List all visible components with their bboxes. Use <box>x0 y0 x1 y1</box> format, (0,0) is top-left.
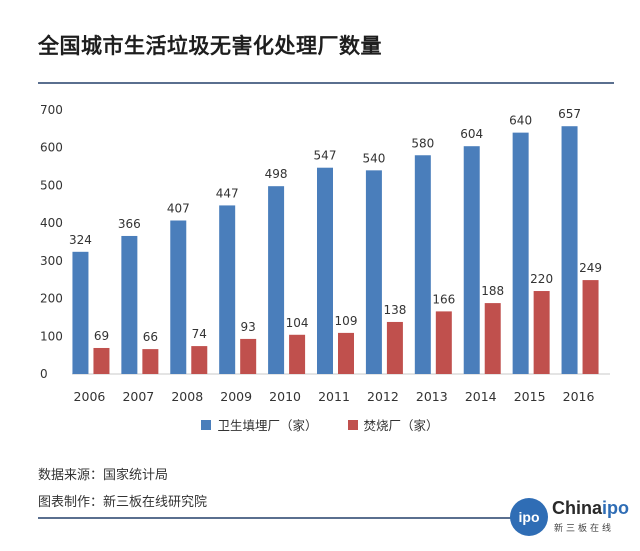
data-label-incineration: 249 <box>579 261 602 275</box>
footer-divider <box>38 517 528 519</box>
y-tick-label: 400 <box>40 216 63 230</box>
data-label-incineration: 104 <box>286 316 309 330</box>
data-source: 数据来源：国家统计局 <box>38 468 169 483</box>
x-tick-label: 2008 <box>171 389 203 404</box>
chinaipo-logo: ipo Chinaipo 新三板在线 <box>510 496 629 540</box>
data-label-landfill: 540 <box>362 151 385 165</box>
legend-item-landfill: 卫生填埋厂（家） <box>201 415 318 434</box>
bar-incineration <box>435 311 452 374</box>
data-label-incineration: 138 <box>383 303 406 317</box>
chart-credit: 图表制作：新三板在线研究院 <box>38 495 208 510</box>
data-label-incineration: 109 <box>335 314 358 328</box>
y-tick-label: 0 <box>40 367 48 381</box>
y-tick-label: 600 <box>40 141 63 155</box>
legend-item-incineration: 焚烧厂（家） <box>347 415 439 434</box>
data-label-landfill: 324 <box>69 233 92 247</box>
bar-landfill <box>512 132 529 374</box>
bar-landfill <box>365 170 382 374</box>
bar-incineration <box>484 303 501 374</box>
bar-incineration <box>338 332 354 374</box>
data-label-landfill: 640 <box>509 114 532 128</box>
logo-subtitle: 新三板在线 <box>554 524 615 534</box>
x-tick-label: 2015 <box>514 389 546 404</box>
bar-incineration <box>386 321 403 374</box>
y-tick-label: 300 <box>40 254 63 268</box>
data-label-incineration: 220 <box>530 272 553 286</box>
bar-incineration <box>191 346 208 374</box>
bar-landfill <box>72 251 89 374</box>
bar-incineration <box>533 291 550 374</box>
x-tick-label: 2012 <box>367 389 399 404</box>
x-tick-label: 2014 <box>465 389 497 404</box>
chart-title: 全国城市生活垃圾无害化处理厂数量 <box>38 34 382 58</box>
bar-incineration <box>582 280 599 374</box>
bar-incineration <box>289 334 306 374</box>
bar-landfill <box>561 126 578 375</box>
data-label-landfill: 657 <box>558 107 581 121</box>
bar-incineration <box>93 347 110 374</box>
x-tick-label: 2007 <box>122 389 154 404</box>
data-label-landfill: 580 <box>411 136 434 150</box>
logo-wordmark: Chinaipo <box>552 498 630 518</box>
legend-swatch-landfill <box>201 419 212 430</box>
data-label-landfill: 447 <box>216 186 239 200</box>
data-label-incineration: 166 <box>432 292 455 306</box>
legend-label-landfill: 卫生填埋厂（家） <box>217 418 318 433</box>
bar-chart: 0 100 200 300 400 500 600 700 324 69 2006 366 66 2007… <box>40 103 610 404</box>
data-label-landfill: 547 <box>314 149 337 163</box>
x-tick-label: 2011 <box>318 389 350 404</box>
data-label-incineration: 74 <box>192 327 207 341</box>
logo-badge: ipo <box>510 498 548 536</box>
bar-incineration <box>142 349 159 374</box>
y-tick-label: 700 <box>40 103 63 117</box>
data-label-landfill: 498 <box>265 167 288 181</box>
legend: 卫生填埋厂（家） 焚烧厂（家） <box>0 415 640 434</box>
y-tick-label: 500 <box>40 178 63 192</box>
x-tick-label: 2016 <box>563 389 595 404</box>
data-label-incineration: 188 <box>481 284 504 298</box>
y-tick-label: 200 <box>40 292 63 306</box>
title-divider <box>38 82 614 84</box>
bar-landfill <box>219 205 236 374</box>
bar-landfill <box>170 220 187 374</box>
data-label-incineration: 93 <box>241 320 256 334</box>
data-label-landfill: 407 <box>167 202 190 216</box>
bar-landfill <box>317 167 333 374</box>
bar-landfill <box>121 235 138 374</box>
bar-incineration <box>240 338 257 374</box>
data-label-landfill: 366 <box>118 217 141 231</box>
legend-label-incineration: 焚烧厂（家） <box>363 418 439 433</box>
y-tick-label: 100 <box>40 329 63 343</box>
legend-swatch-incineration <box>347 419 358 430</box>
x-tick-label: 2010 <box>269 389 301 404</box>
x-tick-label: 2013 <box>416 389 448 404</box>
bar-landfill <box>268 186 285 374</box>
bar-landfill <box>414 155 431 374</box>
data-label-landfill: 604 <box>460 127 483 141</box>
data-label-incineration: 69 <box>94 329 109 343</box>
bar-landfill <box>463 146 480 374</box>
x-tick-label: 2006 <box>74 389 106 404</box>
data-label-incineration: 66 <box>143 330 158 344</box>
x-tick-label: 2009 <box>220 389 252 404</box>
